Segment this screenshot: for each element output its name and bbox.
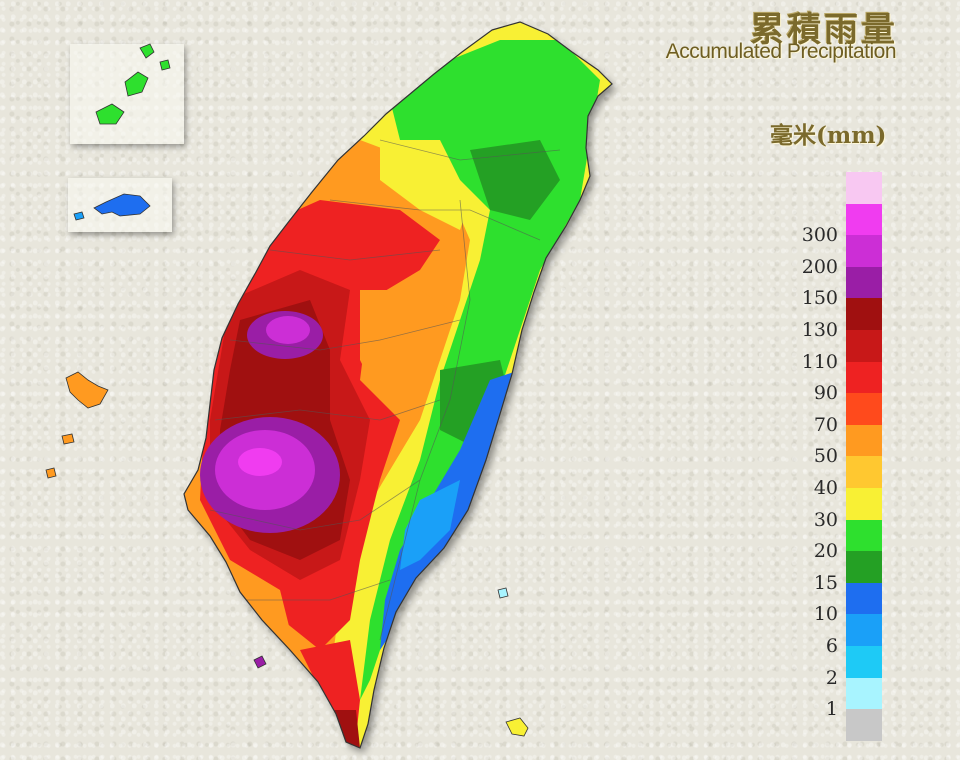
legend-swatch — [846, 551, 882, 583]
legend-swatch — [846, 393, 882, 425]
kinmen-islands — [73, 193, 151, 221]
zone-130mm-south-tip — [330, 710, 360, 748]
matsu-islands — [95, 43, 171, 125]
legend-label: 130 — [801, 319, 838, 341]
legend-swatch — [846, 519, 882, 552]
legend-label: 90 — [813, 382, 838, 405]
legend-swatch — [846, 172, 882, 204]
zone-15mm-east — [470, 140, 560, 220]
legend-label: 70 — [813, 413, 838, 436]
legend-label: 50 — [813, 445, 838, 468]
legend-swatch — [846, 266, 882, 299]
legend-label: 6 — [825, 635, 838, 657]
legend-swatch — [846, 424, 882, 457]
zone-200mm-north-core — [266, 316, 310, 344]
legend-label: 300 — [801, 224, 838, 247]
map-title-english: Accumulated Precipitation — [665, 40, 897, 63]
legend-swatch — [846, 203, 882, 236]
legend-swatch — [846, 235, 882, 267]
county-borders — [209, 139, 561, 641]
legend-label: 15 — [813, 571, 838, 594]
zone-50mm-central — [360, 290, 450, 400]
legend-swatch — [846, 298, 882, 330]
legend-swatch — [846, 487, 882, 520]
orchid-island — [505, 717, 529, 737]
penghu-islands — [45, 371, 109, 479]
legend-swatch — [846, 329, 882, 362]
liuqiu-island — [253, 655, 267, 669]
legend-label: 110 — [801, 350, 838, 373]
map-title-chinese: 累積雨量 — [750, 10, 898, 50]
legend-label: 30 — [813, 508, 838, 531]
rainfall-zones — [184, 22, 612, 748]
legend-swatch — [846, 456, 882, 488]
zone-6mm-east-coast — [400, 480, 460, 570]
legend-label: 40 — [813, 477, 838, 499]
legend-swatch — [846, 709, 882, 741]
legend-swatch — [846, 677, 882, 710]
legend-label: 10 — [813, 603, 838, 626]
legend-label: 150 — [801, 287, 838, 310]
legend-swatch — [846, 614, 882, 646]
legend-swatch — [846, 582, 882, 615]
taiwan-island-outline — [183, 21, 613, 749]
zone-300mm-south-core — [238, 448, 282, 476]
legend-label: 1 — [825, 698, 838, 721]
legend-swatch — [846, 645, 882, 678]
zone-30mm-north-band — [380, 140, 470, 230]
legend-swatch — [846, 361, 882, 394]
legend-label: 20 — [813, 540, 838, 563]
legend-label: 200 — [801, 255, 838, 278]
legend-label: 2 — [825, 666, 838, 689]
green-island — [497, 587, 509, 599]
legend-color-bar — [846, 172, 882, 741]
legend-unit-label: 毫米(mm) — [770, 122, 887, 149]
